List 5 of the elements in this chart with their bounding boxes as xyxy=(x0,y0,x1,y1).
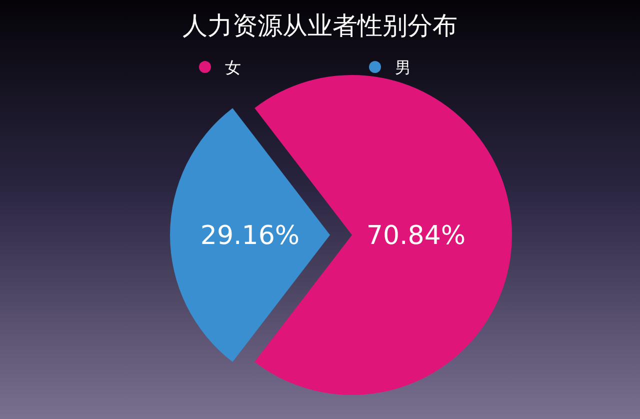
legend-label: 女 xyxy=(225,58,241,77)
data-label: 70.84% xyxy=(366,221,466,251)
legend-label: 男 xyxy=(395,58,411,77)
data-label: 29.16% xyxy=(200,221,300,251)
title: 人力资源从业者性别分布 xyxy=(182,11,458,40)
